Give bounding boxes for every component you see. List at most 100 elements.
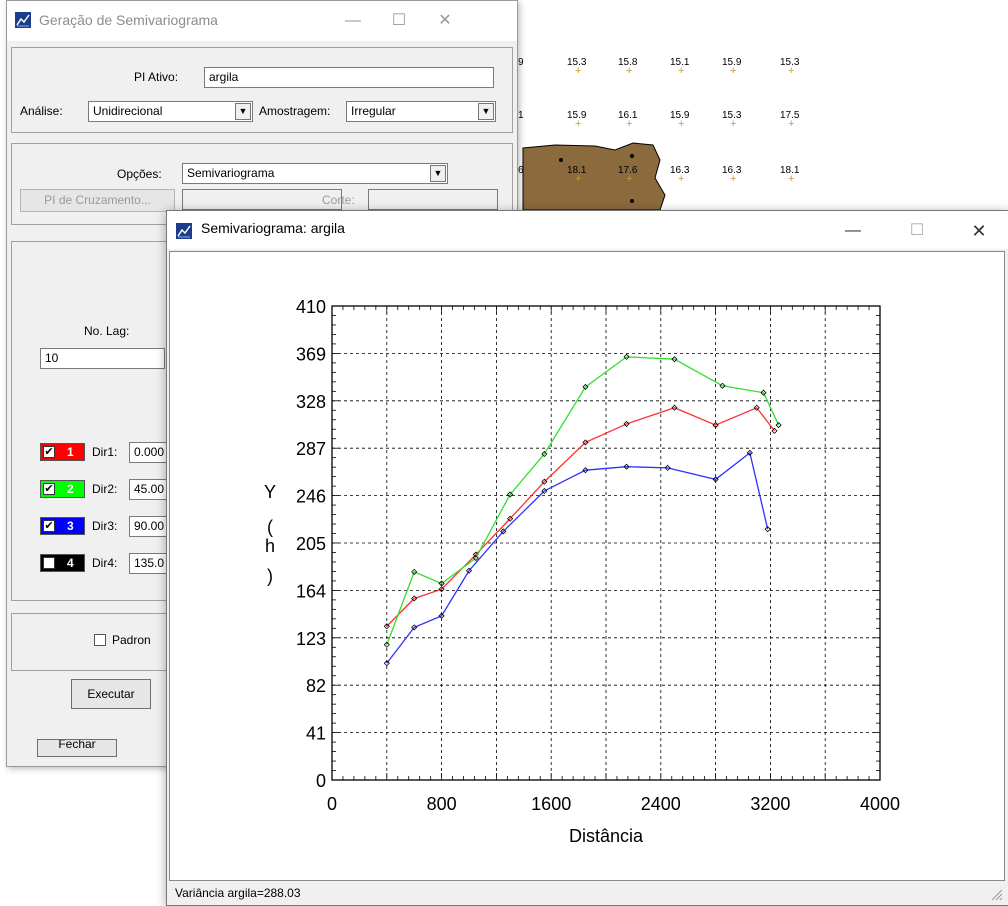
data-point — [719, 382, 726, 389]
series-line-3 — [386, 451, 769, 664]
map-sample-value: 17.6 — [618, 165, 638, 176]
amostragem-select[interactable]: Irregular ▼ — [346, 101, 496, 122]
sample-point-icon: + — [626, 173, 633, 185]
analise-select[interactable]: Unidirecional ▼ — [88, 101, 253, 122]
pi-ativo-label: PI Ativo: — [134, 70, 179, 84]
data-point — [507, 515, 514, 522]
direction-number: 4 — [67, 556, 74, 570]
direction-checkbox[interactable] — [43, 557, 55, 569]
direction-label: Dir3: — [92, 519, 118, 533]
map-sample-value: 16.3 — [670, 165, 690, 176]
y-tick-label: 369 — [296, 344, 326, 364]
data-point — [671, 404, 678, 411]
sample-point-icon: + — [730, 118, 737, 130]
data-point — [623, 463, 630, 470]
x-tick-label: 0 — [327, 794, 337, 814]
executar-button[interactable]: Executar — [71, 679, 151, 709]
window-title: Geração de Semivariograma — [39, 12, 218, 28]
amostragem-value: Irregular — [351, 104, 396, 118]
semivariogram-chart: 0 800 1600 2400 3200 4000 0 41 82 123 164 205 246 287… — [264, 297, 900, 846]
chevron-down-icon[interactable]: ▼ — [235, 103, 251, 120]
data-point — [712, 422, 719, 429]
map-sample-value: 15.9 — [567, 110, 587, 121]
direction-checkbox[interactable]: ✔ — [43, 446, 55, 458]
padrao-checkbox[interactable] — [94, 634, 106, 646]
direction-color-swatch[interactable]: 4 — [40, 554, 85, 572]
opcoes-select[interactable]: Semivariograma ▼ — [182, 163, 448, 184]
data-point — [438, 612, 445, 619]
semivariograma-plot-window[interactable]: Semivariograma: argila — ☐ ✕ 0 800 1600 240… — [166, 210, 1008, 906]
map-sample-value: 15.9 — [670, 110, 690, 121]
chevron-down-icon[interactable]: ▼ — [430, 165, 446, 182]
minimize-button[interactable]: — — [345, 12, 361, 29]
data-point — [500, 528, 507, 535]
y-tick-label: 205 — [296, 534, 326, 554]
sample-point-icon: + — [730, 65, 737, 77]
data-point — [383, 660, 390, 667]
sample-point-icon: + — [626, 118, 633, 130]
sample-point-icon: + — [788, 65, 795, 77]
pi-ativo-field[interactable]: argila — [204, 67, 494, 88]
corte-field[interactable] — [368, 189, 498, 210]
maximize-button[interactable]: ☐ — [909, 222, 925, 239]
map-sample-value: 16.3 — [722, 165, 742, 176]
y-axis-label-char: Y — [264, 482, 276, 502]
data-point — [764, 526, 771, 533]
title-bar[interactable]: Geração de Semivariograma — ☐ ✕ — [7, 1, 517, 41]
y-axis-label-char: ) — [267, 566, 273, 586]
opcoes-value: Semivariograma — [187, 166, 275, 180]
map-sample-value: 15.3 — [780, 57, 800, 68]
sample-point-icon: + — [678, 173, 685, 185]
sample-point-icon: + — [626, 65, 633, 77]
map-sample-value: 15.3 — [722, 110, 742, 121]
direction-checkbox[interactable]: ✔ — [43, 520, 55, 532]
status-bar: Variância argila=288.03 — [169, 883, 1005, 903]
data-point — [541, 450, 548, 458]
chart-area: 0 800 1600 2400 3200 4000 0 41 82 123 164 205 246 287… — [169, 251, 1005, 881]
data-point — [712, 476, 719, 483]
direction-checkbox[interactable]: ✔ — [43, 483, 55, 495]
opcoes-label: Opções: — [117, 167, 162, 181]
data-point — [664, 464, 671, 471]
data-point — [438, 586, 445, 593]
pi-cruzamento-button[interactable]: PI de Cruzamento... — [20, 189, 175, 212]
amostragem-label: Amostragem: — [259, 104, 331, 118]
map-sample-value: 15.1 — [670, 57, 690, 68]
sample-point-icon: + — [730, 173, 737, 185]
data-point — [753, 404, 760, 411]
data-point — [582, 383, 589, 390]
close-button[interactable]: ✕ — [438, 12, 452, 29]
maximize-button[interactable]: ☐ — [391, 12, 407, 29]
sample-point-icon: + — [678, 65, 685, 77]
map-sample-value: 6 — [518, 165, 524, 176]
fechar-button[interactable]: Fechar — [37, 739, 117, 757]
minimize-button[interactable]: — — [845, 222, 861, 239]
variance-status: Variância argila=288.03 — [175, 886, 301, 900]
no-lag-field[interactable]: 10 — [40, 348, 165, 369]
series-line-2 — [386, 356, 780, 645]
chevron-down-icon[interactable]: ▼ — [478, 103, 494, 120]
data-point — [582, 439, 589, 446]
analise-label: Análise: — [20, 104, 63, 118]
no-lag-label: No. Lag: — [84, 324, 130, 338]
data-point — [411, 568, 418, 575]
data-point — [541, 478, 548, 485]
direction-color-swatch[interactable]: ✔ 2 — [40, 480, 85, 498]
y-tick-label: 410 — [296, 297, 326, 317]
data-point — [760, 389, 767, 396]
app-icon — [176, 223, 192, 239]
direction-color-swatch[interactable]: ✔ 1 — [40, 443, 85, 461]
close-button[interactable]: ✕ — [971, 221, 987, 241]
pi-group: PI Ativo: argila Análise: Unidirecional … — [11, 47, 513, 133]
map-sample-value: 15.8 — [618, 57, 638, 68]
y-tick-label: 246 — [296, 487, 326, 507]
data-point — [438, 580, 445, 587]
direction-color-swatch[interactable]: ✔ 3 — [40, 517, 85, 535]
map-canvas[interactable]: 9 15.3 +15.8 +15.1 +15.9 +15.3 + 1 15.9 +16.1 +15… — [515, 0, 1008, 210]
data-point — [541, 487, 548, 495]
y-tick-label: 164 — [296, 581, 326, 601]
data-point — [383, 641, 390, 648]
title-bar[interactable]: Semivariograma: argila — ☐ ✕ — [167, 211, 1008, 249]
pi-cruzamento-field[interactable] — [182, 189, 342, 210]
resize-grip-icon[interactable] — [989, 887, 1003, 901]
